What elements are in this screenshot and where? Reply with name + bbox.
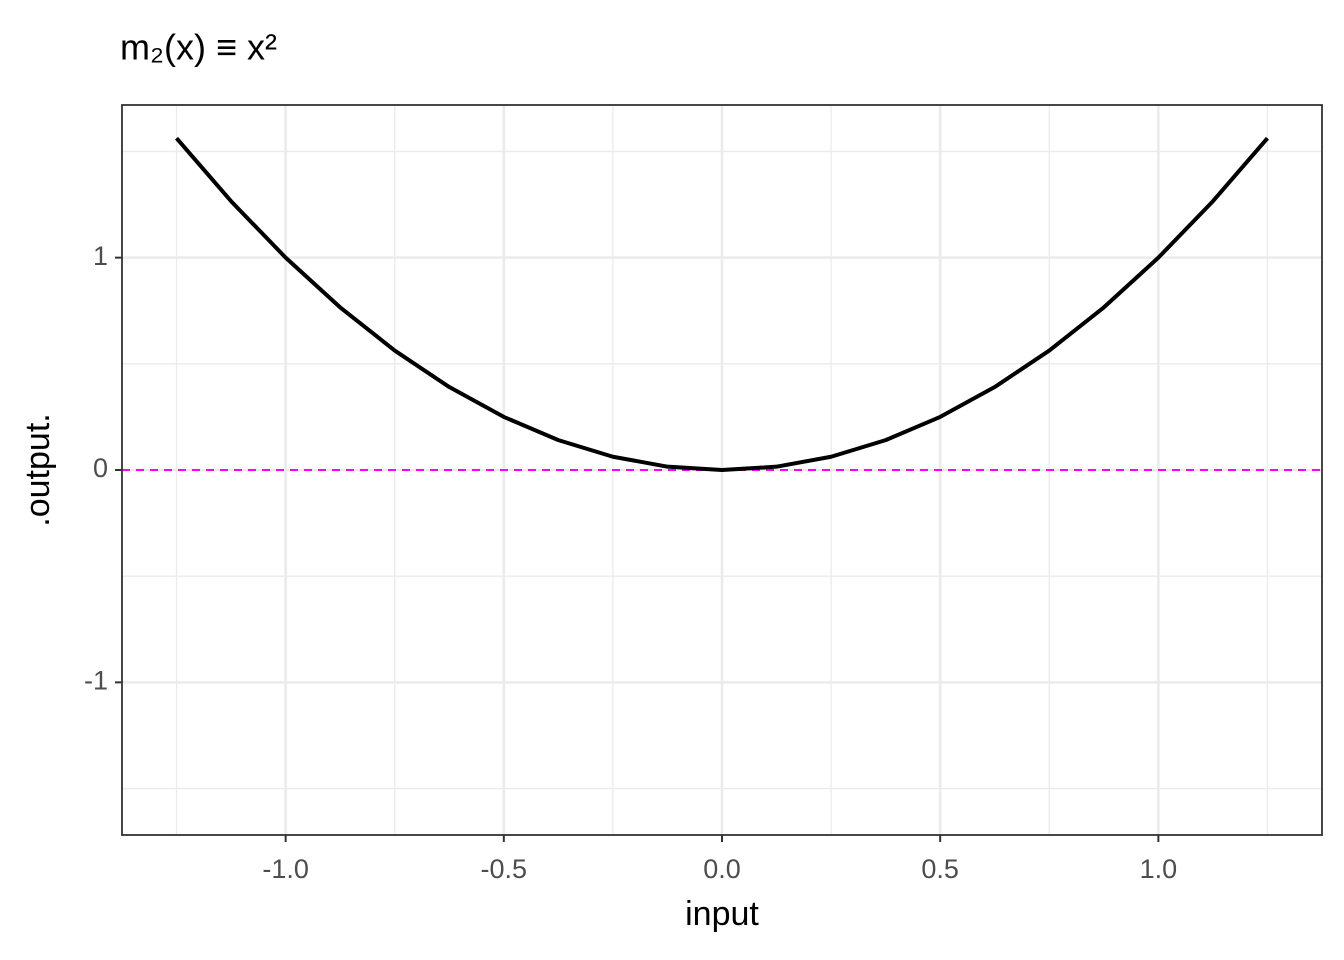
- line: [175, 136, 1269, 472]
- x-tick-label: 0.0: [703, 854, 741, 884]
- panel-border: [121, 104, 1323, 836]
- y-tick-label: -1: [84, 665, 108, 695]
- x-tick-label: -1.0: [262, 854, 309, 884]
- x-tick-label: 0.5: [921, 854, 959, 884]
- chart-title: m₂(x) ≡ x²: [120, 27, 277, 68]
- y-axis-title: .output.: [19, 413, 57, 526]
- x-tick-label: 1.0: [1140, 854, 1178, 884]
- x-tick-label: -0.5: [481, 854, 528, 884]
- y-tick-label: 1: [93, 241, 108, 271]
- y-tick-label: 0: [93, 453, 108, 483]
- x-axis-title: input: [685, 895, 759, 933]
